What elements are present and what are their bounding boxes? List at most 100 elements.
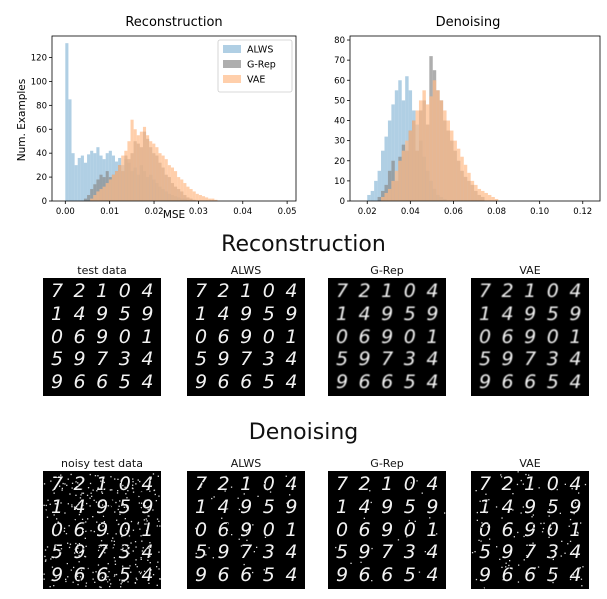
digit-glyph: 3 — [403, 348, 416, 371]
y-tick-label: 0 — [340, 197, 345, 207]
panel-caption: VAE — [519, 457, 541, 470]
hist-bar-alws — [391, 104, 395, 201]
digit-glyph: 9 — [96, 518, 109, 541]
digit-glyph: 9 — [381, 325, 394, 348]
digit-glyph: 0 — [118, 280, 131, 302]
hist-bar-vae — [195, 193, 199, 201]
digit-glyph: 9 — [285, 495, 298, 518]
digit-glyph: 1 — [96, 473, 109, 495]
digit-glyph: 6 — [217, 518, 230, 541]
digit-glyph: 9 — [194, 371, 208, 394]
digit-glyph: 0 — [403, 280, 416, 302]
noise-speckles — [335, 475, 446, 587]
hist-bar-vae — [124, 150, 128, 201]
y-tick-label: 70 — [334, 56, 345, 66]
legend-swatch-vae — [223, 75, 241, 83]
digit-glyph: 9 — [524, 495, 537, 518]
digit-glyph: 3 — [118, 541, 131, 564]
digit-glyph: 6 — [358, 371, 371, 394]
hist-bar-vae — [415, 110, 419, 201]
digit-glyph: 6 — [217, 564, 230, 587]
digit-glyph: 9 — [335, 564, 349, 587]
digit-glyph: 5 — [262, 302, 275, 325]
digit-glyph: 6 — [381, 371, 394, 394]
digit-glyph: 4 — [569, 541, 582, 564]
digit-glyph: 9 — [96, 302, 109, 325]
reconstruction-histogram: Reconstruction Num. Examples MSE 0.00 0.0… — [16, 15, 297, 221]
digit-glyph: 7 — [50, 280, 64, 302]
legend-swatch-g-rep — [223, 60, 241, 68]
digit-glyph: 9 — [569, 302, 582, 325]
digit-glyph: 9 — [240, 325, 253, 348]
hist-bar-g-rep — [99, 174, 103, 201]
x-tick-label: 0.12 — [573, 207, 592, 217]
digit-glyph: 9 — [141, 302, 154, 325]
digit-glyph: 3 — [546, 348, 559, 371]
digit-glyph: 6 — [501, 564, 514, 587]
hist-bar-vae — [118, 165, 122, 201]
digit-glyph: 5 — [335, 348, 349, 371]
hist-bar-alws — [65, 43, 69, 201]
hist-bar-vae — [456, 148, 461, 201]
digit-glyph: 4 — [569, 280, 582, 302]
digit-glyph: 5 — [262, 371, 275, 394]
digit-glyph: 4 — [285, 371, 298, 394]
digit-glyph: 9 — [524, 325, 537, 348]
digit-glyph: 1 — [50, 495, 64, 518]
noise-speckles — [471, 471, 589, 589]
digit-glyph: 0 — [403, 473, 416, 495]
chart-title: Reconstruction — [125, 15, 222, 30]
y-tick-label: 20 — [334, 157, 345, 167]
digit-glyph: 6 — [96, 564, 109, 587]
y-tick-label: 100 — [31, 77, 47, 87]
digit-glyph: 3 — [262, 541, 275, 564]
y-tick-label: 80 — [36, 101, 47, 111]
digit-glyph: 9 — [569, 495, 582, 518]
chart-title: Denoising — [436, 15, 501, 30]
digit-glyph: 4 — [569, 348, 582, 371]
x-tick-label: 0.02 — [145, 207, 164, 217]
hist-bar-vae — [412, 120, 416, 201]
hist-bar-vae — [130, 119, 134, 201]
digit-glyph: 4 — [285, 280, 298, 302]
digit-glyph: 0 — [262, 325, 275, 348]
digit-glyph: 4 — [73, 302, 86, 325]
digit-glyph: 5 — [478, 541, 492, 564]
panel-caption: test data — [77, 264, 127, 277]
digit-glyph: 6 — [73, 371, 86, 394]
hist-bar-alws — [398, 80, 402, 201]
hist-bar-vae — [146, 135, 150, 201]
digit-glyph: 4 — [426, 473, 439, 495]
digit-glyph: 7 — [240, 541, 253, 564]
hist-bar-vae — [152, 143, 156, 201]
digit-glyph: 6 — [524, 564, 537, 587]
digit-glyph: 9 — [96, 325, 109, 348]
y-tick-label: 0 — [42, 197, 47, 207]
digit-glyph: 7 — [96, 348, 109, 371]
hist-bar-vae — [422, 90, 426, 201]
digit-glyph: 0 — [403, 518, 416, 541]
hist-bar-g-rep — [83, 198, 88, 201]
digit-glyph: 5 — [194, 541, 208, 564]
hist-bar-vae — [111, 174, 115, 201]
panel-caption: ALWS — [230, 457, 262, 470]
y-tick-label: 60 — [334, 76, 345, 86]
digit-glyph: 5 — [50, 348, 64, 371]
x-tick-label: 0.03 — [189, 207, 208, 217]
hist-bar-vae — [418, 100, 423, 201]
hist-bar-alws — [68, 99, 72, 201]
plot-frame — [51, 35, 297, 202]
digit-glyph: 5 — [546, 564, 559, 587]
digit-glyph: 1 — [285, 325, 298, 348]
digit-glyph: 0 — [335, 518, 349, 541]
hist-bar-vae — [443, 110, 447, 201]
digit-glyph: 9 — [240, 302, 253, 325]
digit-glyph: 6 — [501, 518, 514, 541]
digit-glyph: 9 — [285, 302, 298, 325]
digit-glyph: 4 — [501, 495, 514, 518]
digit-glyph: 6 — [96, 371, 109, 394]
